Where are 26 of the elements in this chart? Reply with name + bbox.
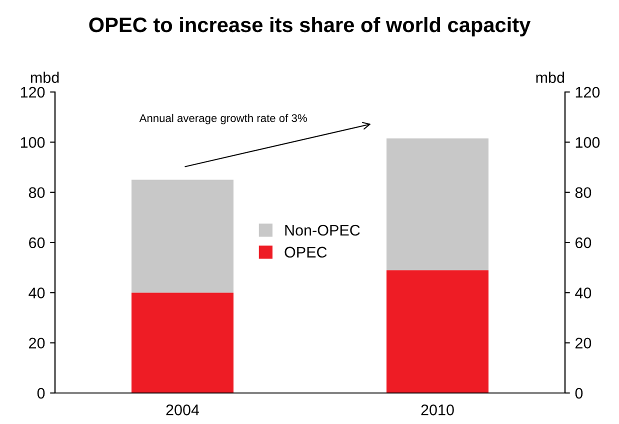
legend-label: OPEC	[284, 246, 327, 258]
y-tick-label: 40	[28, 288, 45, 298]
y2-tick-label: 0	[575, 388, 583, 399]
y-tick-label: 120	[20, 86, 45, 98]
y-tick-label: 0	[37, 388, 45, 399]
y2-tick-label: 100	[576, 137, 600, 148]
y2-tick-label: 20	[575, 338, 592, 349]
y2-tick-label: 60	[576, 237, 592, 248]
bar	[386, 138, 488, 270]
y2-axis-title: mbd	[536, 72, 564, 83]
y2-tick-label: 40	[575, 288, 592, 298]
x-tick-label: 2010	[421, 404, 454, 416]
legend-label: Non-OPEC	[285, 224, 360, 236]
annotation: Annual average growth rate of 3%	[139, 114, 307, 124]
y2-tick-label: 80	[575, 187, 592, 198]
y-axis-title: mbd	[30, 72, 59, 83]
y-tick-label: 60	[29, 237, 45, 248]
x-tick-label: 2004	[166, 404, 200, 416]
y2-tick-label: 120	[576, 86, 600, 98]
bar	[132, 292, 234, 393]
y-tick-label: 80	[28, 187, 45, 198]
chart-title: OPEC to increase its share of world capacity	[89, 16, 531, 36]
y-tick-label: 100	[20, 137, 45, 148]
bar	[132, 180, 234, 293]
y-tick-label: 20	[29, 338, 45, 349]
bar	[386, 270, 488, 393]
